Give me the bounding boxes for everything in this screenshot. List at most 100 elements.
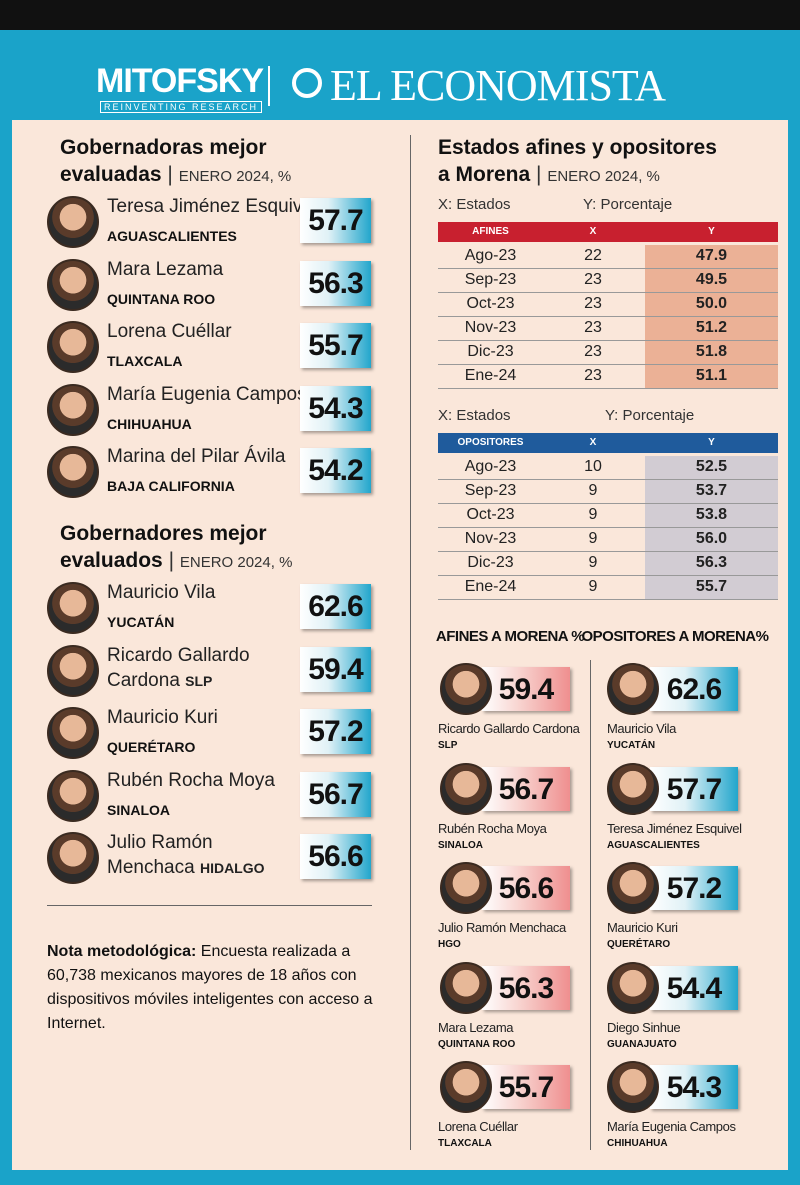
y-cell-bg: [645, 269, 778, 292]
person-name: Lorena Cuéllar: [438, 1119, 518, 1134]
state: TLAXCALA: [438, 1138, 492, 1149]
value-box: 59.4: [300, 646, 371, 692]
row-line: [438, 268, 778, 269]
value-box: 56.7: [300, 771, 371, 817]
note: Nota metodológica: Encuesta realizada a …: [47, 940, 387, 1036]
state: CHIHUAHUA: [107, 415, 192, 432]
value-box: 54.4: [650, 965, 738, 1010]
table-cell: Dic-23: [467, 554, 514, 571]
table-cell: Oct-23: [466, 295, 515, 312]
person-name: Rubén Rocha Moya: [107, 769, 275, 791]
photo: [47, 582, 99, 634]
state: QUERÉTARO: [107, 739, 196, 755]
value-box: 57.7: [300, 198, 371, 243]
table-cell: 53.8: [695, 506, 728, 523]
table-cell: 56.3: [695, 554, 728, 571]
section-title: evaluados | ENERO 2024, %: [60, 549, 293, 572]
title-sep: |: [167, 163, 179, 186]
table-cell: 9: [588, 506, 598, 523]
list-title: AFINES A MORENA %: [435, 628, 585, 645]
x-label: X: Estados: [438, 407, 511, 424]
value-box: 57.2: [650, 866, 738, 910]
photo: [47, 258, 99, 311]
person-name: Rubén Rocha Moya: [438, 820, 547, 836]
value-box: 57.2: [300, 709, 371, 754]
person-name: Marina del Pilar Ávila: [107, 446, 286, 467]
person-name: Diego Sinhue: [607, 1019, 681, 1035]
table-cell: Dic-23: [467, 343, 514, 360]
table-cell: 51.8: [695, 343, 728, 360]
y-cell-bg: [645, 317, 778, 340]
state: SLP: [185, 672, 213, 689]
state: BAJA CALIFORNIA: [107, 478, 235, 494]
value-box: 62.6: [650, 667, 738, 711]
y-cell-bg: [645, 293, 778, 316]
value-box: 56.3: [482, 965, 570, 1010]
table-cell: Nov-23: [464, 319, 517, 336]
person-name: Mauricio Kuri: [607, 920, 678, 935]
photo: [607, 762, 659, 815]
header-divider: [268, 66, 270, 106]
row-line: [438, 527, 778, 528]
person-name: Lorena Cuéllar: [107, 321, 232, 342]
person-name: Mauricio Vila: [607, 721, 676, 736]
brand2: EL ECONOMISTA: [330, 61, 666, 110]
photo: [47, 832, 99, 884]
value-box: 55.7: [482, 1065, 570, 1109]
y-label: Y: Porcentaje: [583, 196, 673, 213]
photo: [47, 383, 99, 436]
value-box: 56.7: [482, 766, 570, 811]
table-cell: 53.7: [695, 482, 728, 499]
value-box: 55.7: [300, 323, 371, 368]
value-box: 59.4: [482, 667, 570, 711]
y-cell-bg: [645, 480, 778, 503]
person-name: Teresa Jiménez Esquivel: [607, 820, 742, 836]
column-header: AFINES: [472, 226, 509, 237]
photo: [47, 707, 99, 759]
table-cell: 52.5: [695, 458, 728, 475]
person-name: Ricardo Gallardo Cardona: [438, 721, 580, 736]
table-cell: 23: [584, 319, 602, 336]
table-cell: 49.5: [695, 271, 728, 288]
y-cell-bg: [645, 504, 778, 527]
state: HGO: [438, 939, 461, 950]
table-header: [438, 222, 778, 242]
table-cell: Sep-23: [464, 271, 517, 288]
column-divider: [410, 135, 411, 1150]
y-cell-bg: [645, 365, 778, 388]
photo: [47, 196, 99, 248]
table-cell: Nov-23: [464, 530, 517, 547]
state: QUINTANA ROO: [438, 1038, 516, 1050]
table-cell: 55.7: [695, 578, 728, 595]
photo: [607, 862, 659, 914]
y-cell-bg: [645, 528, 778, 551]
state: QUERÉTARO: [607, 939, 671, 950]
list-title: OPOSITORES A MORENA%: [581, 628, 769, 645]
table-cell: Ago-23: [464, 247, 517, 264]
table-cell: 9: [588, 554, 598, 571]
table-cell: 50.0: [695, 295, 728, 312]
note-bold: Nota metodológica:: [47, 943, 197, 960]
photo: [607, 961, 659, 1014]
table-header: [438, 433, 778, 453]
brand1-tagline: REINVENTING RESEARCH: [100, 101, 263, 113]
state: SLP: [438, 740, 458, 751]
row-line: [438, 503, 778, 504]
table-cell: Ene-24: [464, 367, 517, 384]
column-header: Y: [708, 437, 715, 448]
photo: [440, 762, 492, 815]
table-cell: Ene-24: [464, 578, 517, 595]
state: YUCATÁN: [607, 740, 656, 751]
photo: [440, 663, 492, 715]
section-title: Gobernadores mejor: [60, 522, 267, 545]
brand2-logo: [292, 68, 322, 98]
person-name: Mauricio Vila: [107, 582, 216, 603]
state: AGUASCALIENTES: [607, 839, 700, 851]
state: YUCATÁN: [107, 614, 175, 630]
y-label: Y: Porcentaje: [605, 407, 695, 424]
table-cell: Ago-23: [464, 458, 517, 475]
photo: [47, 321, 99, 373]
person-name: Julio Ramón Menchaca: [438, 920, 566, 935]
note-text: Encuesta realizada a 60,738 mexicanos ma…: [47, 943, 373, 1032]
state: GUANAJUATO: [607, 1038, 677, 1050]
